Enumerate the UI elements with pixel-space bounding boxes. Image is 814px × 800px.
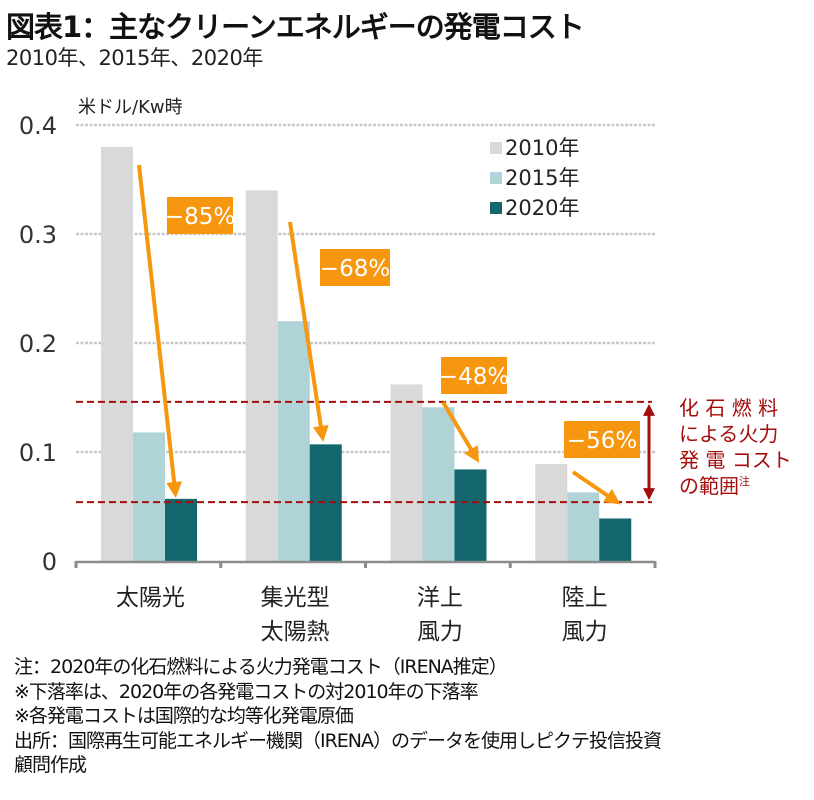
footnote: ※下落率は、2020年の各発電コストの対2010年の下落率 xyxy=(14,680,479,703)
legend-swatch-2015年 xyxy=(490,172,502,184)
x-category-label: 太陽熱 xyxy=(261,619,330,645)
chart-title: 図表1：主なクリーンエネルギーの発電コスト xyxy=(6,10,585,44)
bar-2020年 xyxy=(599,518,632,561)
x-category-label: 集光型 xyxy=(261,585,330,611)
bar-2015年 xyxy=(567,492,600,561)
footnote-source: 顧問作成 xyxy=(14,754,87,776)
bar-2015年 xyxy=(422,407,455,561)
chart-subtitle: 2010年、2015年、2020年 xyxy=(6,46,263,70)
decline-arrow xyxy=(137,164,183,498)
decline-label-box xyxy=(564,421,640,458)
y-axis-unit-label: 米ドル/Kw時 xyxy=(78,97,183,118)
fossil-range-label: 化 石 燃 料 xyxy=(679,396,778,420)
bar-2010年 xyxy=(390,384,423,561)
fossil-range-label: 発 電 コスト xyxy=(679,448,792,472)
x-category-label: 洋上 xyxy=(417,585,463,611)
bar-2015年 xyxy=(277,321,310,561)
y-tick-label: 0.4 xyxy=(19,112,57,140)
bar-2010年 xyxy=(101,146,133,562)
y-tick-label: 0.3 xyxy=(19,221,57,249)
bar-2015年 xyxy=(133,432,165,561)
decline-arrow xyxy=(441,400,480,463)
decline-label-box xyxy=(441,357,507,394)
footnote: ※各発電コストは国際的な均等化発電原価 xyxy=(14,705,354,727)
legend-label: 2015年 xyxy=(505,166,579,190)
decline-label-box xyxy=(320,249,390,286)
bar-2020年 xyxy=(309,444,342,561)
decline-label: −85% xyxy=(165,204,235,230)
legend-label: 2010年 xyxy=(505,136,579,160)
x-category-label: 太陽光 xyxy=(116,585,185,611)
footnotes: 注：2020年の化石燃料による火力発電コスト（IRENA推定） ※下落率は、20… xyxy=(14,655,662,778)
fossil-range-label: による火力 xyxy=(679,422,778,446)
bar-2010年 xyxy=(245,190,278,561)
legend-swatch-2010年 xyxy=(490,142,502,154)
decline-label: −68% xyxy=(320,256,390,282)
bar-2010年 xyxy=(535,463,568,561)
legend-swatch-2020年 xyxy=(490,202,502,214)
decline-label-box xyxy=(167,197,233,234)
decline-label: −56% xyxy=(567,428,637,454)
footnote-source: 出所：国際再生可能エネルギー機関（IRENA）のデータを使用しピクテ投信投資 xyxy=(14,729,662,752)
legend-label: 2020年 xyxy=(505,196,579,220)
fossil-range-label: の範囲注 xyxy=(679,474,750,498)
bar-2020年 xyxy=(165,498,197,561)
y-tick-label: 0 xyxy=(42,548,57,576)
y-tick-label: 0.1 xyxy=(19,439,57,467)
bar-2020年 xyxy=(454,469,487,561)
footnote: 注：2020年の化石燃料による火力発電コスト（IRENA推定） xyxy=(14,656,508,678)
y-tick-label: 0.2 xyxy=(19,330,57,358)
x-category-label: 風力 xyxy=(417,619,463,645)
x-category-label: 風力 xyxy=(562,619,608,645)
decline-arrow xyxy=(571,470,621,505)
x-category-label: 陸上 xyxy=(562,585,608,611)
decline-label: −48% xyxy=(439,364,509,390)
decline-arrow xyxy=(288,221,329,442)
